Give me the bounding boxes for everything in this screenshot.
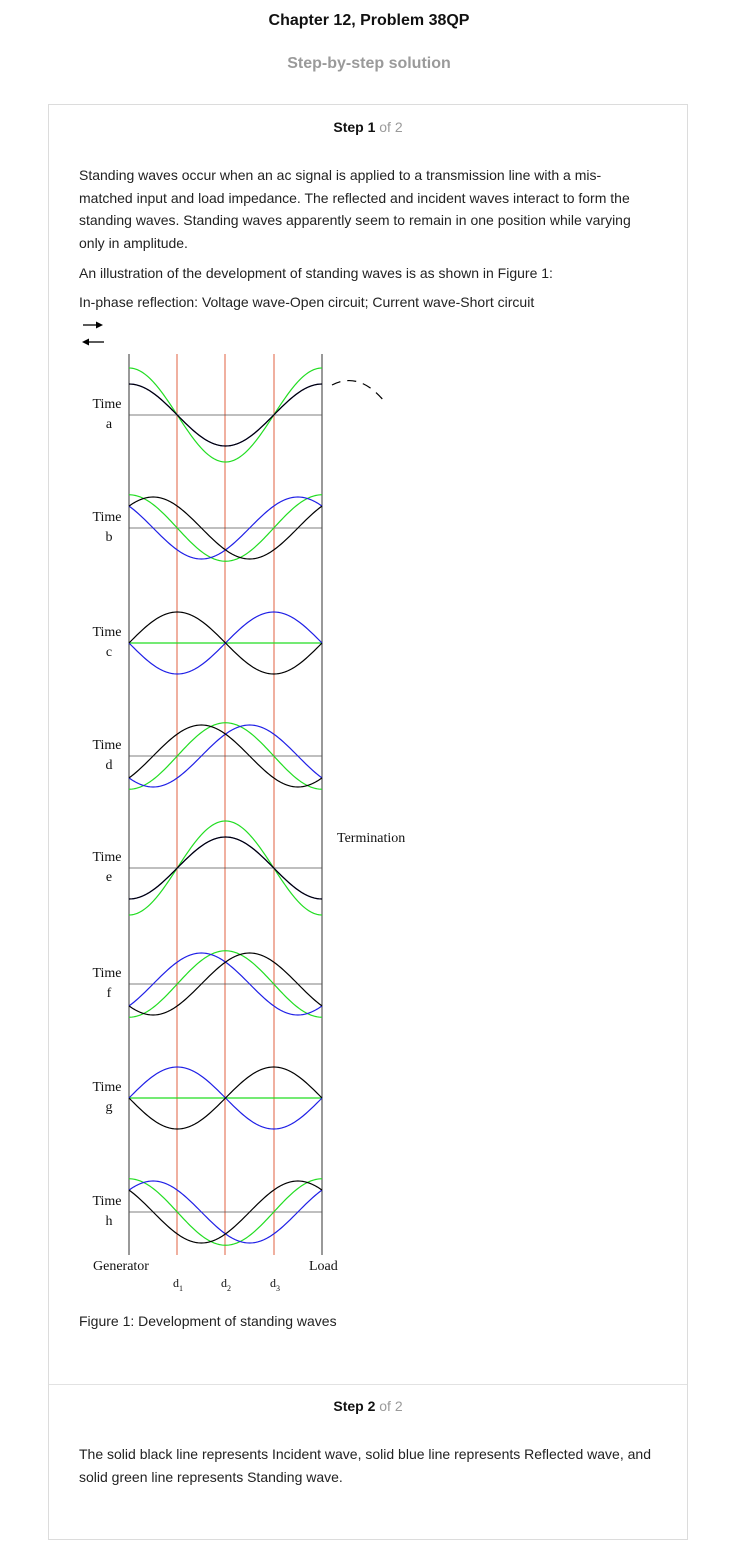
time-label: Time — [92, 397, 121, 412]
standing-wave-curve — [128, 820, 323, 916]
time-label: Time — [92, 510, 121, 525]
step1-paragraph-1: Standing waves occur when an ac signal i… — [79, 167, 631, 251]
time-label: Time — [92, 1080, 121, 1095]
standing-wave-curve — [128, 367, 323, 463]
step2-label: Step 2 — [333, 1398, 376, 1414]
incident-wave-curve — [128, 496, 323, 560]
distance-subscript-3: 3 — [276, 1284, 280, 1293]
time-letter: f — [107, 986, 112, 1001]
time-letter: c — [106, 645, 112, 660]
step1-count: of 2 — [379, 119, 403, 135]
time-label: Time — [92, 1194, 121, 1209]
incident-wave-curve — [128, 724, 323, 788]
step1-header: Step 1 of 2 — [49, 119, 687, 135]
incident-wave-curve — [128, 836, 323, 900]
time-letter: a — [106, 417, 113, 432]
step-divider — [49, 1384, 687, 1385]
time-letter: e — [106, 870, 112, 885]
standing-wave-curve — [128, 722, 323, 790]
incident-wave-curve — [128, 1180, 323, 1244]
page-subtitle: Step-by-step solution — [287, 55, 451, 72]
time-label: Time — [92, 966, 121, 981]
standing-wave-curve — [128, 494, 323, 562]
standing-waves-figure: Time a Time b Time c Time d Time e Time f Time g Time h… — [82, 321, 405, 1293]
distance-label-1: d — [173, 1276, 179, 1290]
step2-header: Step 2 of 2 — [49, 1398, 687, 1414]
incident-wave-curve — [128, 383, 323, 447]
time-letter: b — [106, 530, 113, 545]
distance-subscript-1: 1 — [179, 1284, 183, 1293]
step1-paragraph-3: In-phase reflection: Voltage wave-Open c… — [79, 294, 535, 310]
figure-caption: Figure 1: Development of standing waves — [79, 1313, 337, 1329]
step2-count: of 2 — [379, 1398, 403, 1414]
time-label: Time — [92, 738, 121, 753]
left-arrow-icon — [82, 338, 104, 346]
time-letter: d — [106, 758, 113, 773]
incident-wave-curve — [128, 1066, 323, 1130]
time-letter: g — [106, 1100, 113, 1115]
time-label: Time — [92, 625, 121, 640]
step1-paragraph-2: An illustration of the development of st… — [79, 265, 553, 281]
time-letter: h — [106, 1214, 113, 1229]
right-arrow-icon — [83, 321, 103, 329]
generator-label: Generator — [93, 1259, 149, 1274]
incident-wave-curve — [128, 952, 323, 1016]
incident-wave-curve — [128, 611, 323, 675]
load-label: Load — [309, 1259, 338, 1274]
time-label: Time — [92, 850, 121, 865]
solution-card: Step 1 of 2 Standing waves occur when an… — [48, 104, 688, 1540]
standing-wave-curve — [128, 1178, 323, 1246]
distance-label-3: d — [270, 1276, 276, 1290]
standing-wave-curve — [128, 950, 323, 1018]
page-title: Chapter 12, Problem 38QP — [268, 12, 470, 29]
distance-label-2: d — [221, 1276, 227, 1290]
termination-label: Termination — [337, 831, 405, 846]
step1-label: Step 1 — [333, 119, 376, 135]
distance-subscript-2: 2 — [227, 1284, 231, 1293]
step2-paragraph: The solid black line represents Incident… — [79, 1446, 651, 1485]
dashed-continuation-arc — [331, 379, 385, 402]
